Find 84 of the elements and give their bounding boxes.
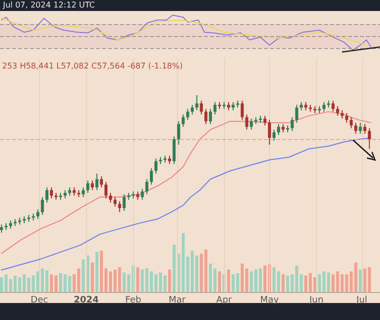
bar xyxy=(358,270,362,292)
bar xyxy=(45,270,48,292)
bar xyxy=(182,233,185,292)
candlestick xyxy=(100,176,103,188)
candlestick xyxy=(358,122,362,134)
bar xyxy=(168,270,172,292)
candlestick xyxy=(82,186,85,198)
candlestick xyxy=(290,116,294,132)
candlestick xyxy=(86,180,90,194)
candlestick xyxy=(368,128,371,150)
candlestick xyxy=(172,136,176,164)
candlestick xyxy=(140,188,144,200)
bar xyxy=(0,277,4,292)
bar xyxy=(308,273,312,292)
candlestick xyxy=(36,208,40,220)
x-tick-label: Mar xyxy=(168,296,186,306)
bar xyxy=(272,267,276,292)
candlestick xyxy=(204,108,208,125)
candlestick xyxy=(118,200,122,213)
bar xyxy=(368,267,371,292)
bar xyxy=(90,262,94,292)
bar xyxy=(82,260,85,292)
bar xyxy=(245,268,248,292)
bar xyxy=(204,250,208,292)
x-tick-label: Jun xyxy=(308,296,324,306)
candlestick xyxy=(200,100,203,115)
x-tick-label: Jul xyxy=(355,296,368,306)
bar xyxy=(240,264,244,292)
candlestick xyxy=(190,104,194,115)
text: Jul 07, 2024 12:12 UTC xyxy=(2,0,96,10)
candlestick xyxy=(104,181,108,199)
candlestick xyxy=(295,104,298,124)
candlestick xyxy=(350,116,353,129)
bar xyxy=(95,252,98,292)
candlestick xyxy=(208,108,212,125)
text: 253 H58,441 L57,082 C57,564 -687 (-1.18%) xyxy=(2,62,183,70)
candlestick xyxy=(322,102,326,112)
bar xyxy=(122,272,126,292)
candlestick xyxy=(90,180,94,191)
bar xyxy=(136,267,140,292)
candlestick xyxy=(354,122,358,134)
candlestick xyxy=(95,173,98,191)
bar xyxy=(59,273,62,292)
candlestick xyxy=(263,115,266,126)
bar xyxy=(332,274,335,292)
candlestick xyxy=(336,106,340,116)
x-tick-label: Apr xyxy=(216,296,232,306)
bar xyxy=(172,244,176,292)
candlestick xyxy=(177,120,180,146)
candlestick xyxy=(332,100,335,112)
bar xyxy=(354,262,358,292)
x-tick-label: 2024 xyxy=(74,296,99,306)
bar xyxy=(286,275,290,292)
bar xyxy=(300,274,303,292)
candlestick xyxy=(154,158,158,174)
candlestick xyxy=(50,186,53,199)
bar xyxy=(227,270,230,292)
candlestick xyxy=(277,124,280,136)
candlestick xyxy=(182,114,185,128)
candlestick xyxy=(145,178,148,195)
candlestick xyxy=(345,112,348,124)
candlestick xyxy=(213,102,216,115)
bar xyxy=(258,268,262,292)
candlestick xyxy=(109,192,112,204)
candlestick xyxy=(240,100,244,120)
x-tick-label: Feb xyxy=(125,296,142,306)
candlestick xyxy=(272,129,276,142)
bar xyxy=(32,275,35,292)
candlestick xyxy=(363,124,366,134)
candlestick xyxy=(150,168,153,186)
bar xyxy=(282,274,285,292)
candlestick xyxy=(268,119,271,146)
x-tick-label: Dec xyxy=(30,296,48,306)
candlestick xyxy=(250,118,253,130)
bar xyxy=(218,271,222,292)
candlestick xyxy=(245,114,248,130)
x-tick-label: May xyxy=(260,296,280,306)
candlestick xyxy=(45,186,48,204)
bar xyxy=(232,274,235,292)
candlestick xyxy=(40,196,44,216)
candlestick xyxy=(195,94,198,111)
candlestick xyxy=(122,194,126,212)
candlestick xyxy=(114,196,117,208)
candlestick xyxy=(186,108,190,120)
